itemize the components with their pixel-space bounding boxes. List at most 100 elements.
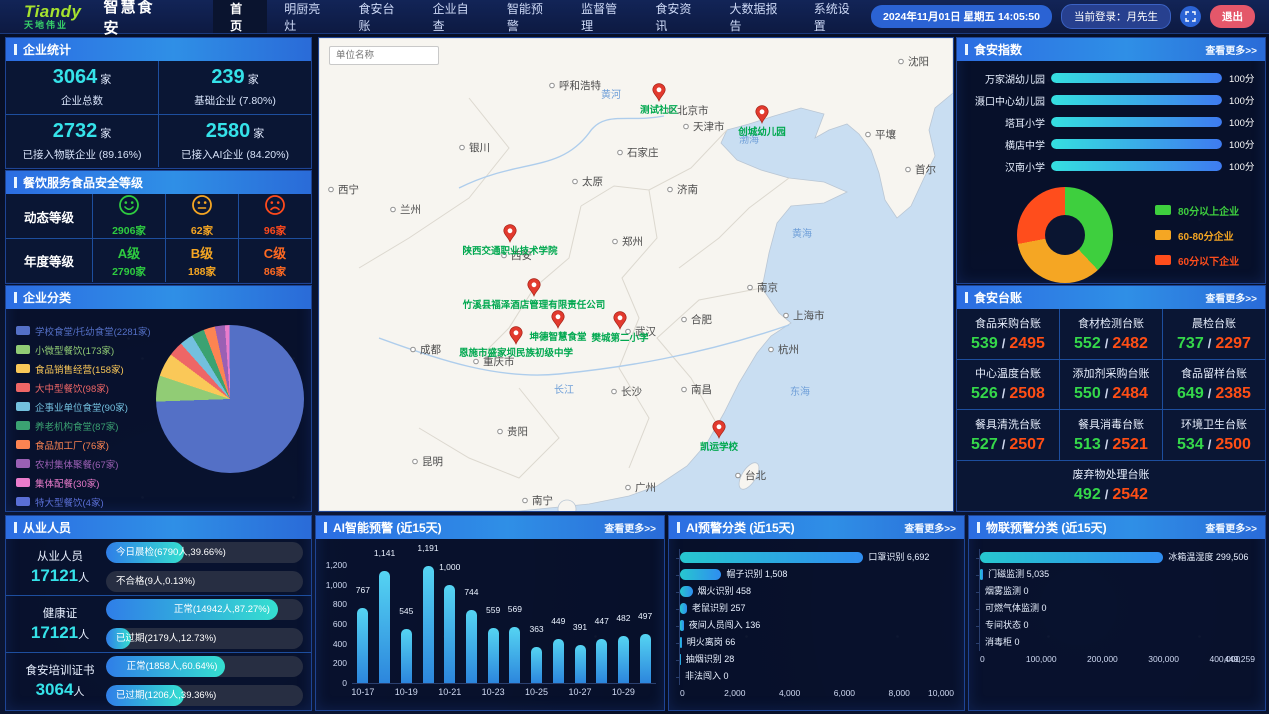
donut-legend-item[interactable]: 60-80分企业 [1155,223,1239,248]
bar-label: 冰箱温湿度 299,506 [1168,552,1249,562]
nav-item-6[interactable]: 监督管理 [581,1,618,33]
facility-pin[interactable]: 陕西交通职业技术学院 [462,224,558,257]
ledger-cell[interactable]: 餐具消毒台账 513/2521 [1060,410,1162,460]
ledger-cell[interactable]: 餐具清洗台账 527/2507 [957,410,1059,460]
legend-item[interactable]: 企事业单位食堂(90家) [16,397,151,416]
facility-pin[interactable]: 樊城第二小学 [590,311,649,344]
stat-value: 2580 家 [205,119,265,142]
ledger-done-count: 526 [971,385,998,403]
nav-item-3[interactable]: 食安台账 [358,1,395,33]
panel-header: 餐饮服务食品安全等级 [6,171,311,194]
location-pin-icon [503,224,517,243]
ledger-cell[interactable]: 废弃物处理台账 492/2542 [957,460,1265,510]
legend-item[interactable]: 食品销售经营(158家) [16,359,151,378]
fullscreen-button[interactable] [1180,6,1201,27]
staff-bar-fill [106,656,226,677]
nav-item-5[interactable]: 智能预警 [506,1,543,33]
facility-pin[interactable]: 坤德智慧食堂 [529,310,587,343]
face-icon-wrap [118,194,140,221]
legend-item[interactable]: 集体配餐(30家) [16,473,151,492]
facility-pin[interactable]: 测试社区 [640,83,679,116]
score-donut-block: 80分以上企业 60-80分企业 60分以下企业 [957,187,1265,283]
enterprise-category-body: 学校食堂/托幼食堂(2281家) 小微型餐饮(173家) 食品销售经营(158家) 大… [6,309,311,510]
category-pie-chart[interactable] [156,325,304,473]
index-row: 塔耳小学 100分 [957,111,1265,133]
facility-pin[interactable]: 创城幼儿园 [737,105,786,138]
legend-item[interactable]: 特大型餐饮(4家) [16,492,151,511]
view-more-link[interactable]: 查看更多>> [1205,46,1257,57]
dynamic-level-cell: 62家 [166,194,238,238]
map-search-input[interactable] [329,46,439,65]
ai-warning-trend-chart: 0 200 400 600 800 1,000 1,200 767 10-17 1,141 545 1… [316,539,664,709]
ledger-separator: / [1104,386,1109,402]
panel-title: 餐饮服务食品安全等级 [14,174,143,191]
ledger-cell[interactable]: 环境卫生台账 534/2500 [1163,410,1265,460]
nav-item-1[interactable]: 首页 [213,0,268,33]
ledger-numbers: 649/2385 [1177,385,1251,403]
ledger-done-count: 527 [971,435,998,453]
nav-item-2[interactable]: 明厨亮灶 [284,1,321,33]
score-donut-chart[interactable] [1017,187,1113,283]
stat-label: 已接入AI企业 (84.20%) [181,148,289,161]
pin-dot [656,87,662,93]
ledger-total-count: 2521 [1112,435,1148,453]
nav-item-8[interactable]: 大数据报告 [729,1,778,33]
donut-legend-item[interactable]: 80分以上企业 [1155,198,1239,223]
view-more-link[interactable]: 查看更多>> [604,524,656,535]
svg-text:郑州: 郑州 [622,235,643,248]
legend-item[interactable]: 大中型餐饮(98家) [16,378,151,397]
dynamic-level-label: 动态等级 [6,194,92,238]
hbar-row: 夜间人员闯入 136 [676,617,954,634]
dynamic-level-cell: 2906家 [93,194,165,238]
legend-item[interactable]: 养老机构食堂(87家) [16,416,151,435]
bar [574,644,586,683]
ledger-cell[interactable]: 食品采购台账 539/2495 [957,309,1059,359]
logout-button[interactable]: 退出 [1210,5,1255,28]
legend-label: 农村集体聚餐(67家) [35,459,119,471]
legend-item[interactable]: 小微型餐饮(173家) [16,340,151,359]
panel-food-safety-index: 食安指数 查看更多>> 万家湖幼儿园 100分 滠口中心幼儿园 100分 塔耳小学 100… [956,37,1266,284]
bar-label: 门磁监测 5,035 [988,569,1050,579]
face-icon-wrap [191,194,213,221]
ledger-total-count: 2500 [1215,435,1251,453]
topbar-controls: 2024年11月01日 星期五 14:05:50 当前登录：月先生 退出 [870,4,1255,29]
ledger-cell[interactable]: 食品留样台账 649/2385 [1163,359,1265,409]
legend-swatch [16,440,30,449]
nav-item-9[interactable]: 系统设置 [813,1,850,33]
view-more-link[interactable]: 查看更多>> [1205,294,1257,305]
svg-text:合肥: 合肥 [691,313,712,326]
panel-title: 企业统计 [14,41,71,58]
city-marker: 南京 [747,281,778,294]
view-more-link[interactable]: 查看更多>> [1205,524,1257,535]
legend-item[interactable]: 学校食堂/托幼食堂(2281家) [16,321,151,340]
staff-count-unit: 人 [78,629,90,641]
ledger-cell[interactable]: 食材检测台账 552/2482 [1060,309,1162,359]
ledger-cell[interactable]: 中心温度台账 526/2508 [957,359,1059,409]
legend-item[interactable]: 食品加工厂(76家) [16,435,151,454]
panel-title: 食安指数 [965,41,1022,58]
facility-pin[interactable]: 恩施市盛家坝民族初级中学 [459,326,574,359]
province-border [358,97,510,269]
staff-group-count: 17121人 [30,566,90,585]
facility-pin[interactable]: 凯运学校 [700,420,739,453]
bar-label: 老鼠识别 257 [692,603,746,613]
svg-text:济南: 济南 [677,183,698,196]
ledger-cell[interactable]: 添加剂采购台账 550/2484 [1060,359,1162,409]
panel-header: 从业人员 [6,516,311,539]
legend-swatch [1155,255,1171,265]
view-more-link[interactable]: 查看更多>> [904,524,956,535]
panel-header: 企业分类 [6,286,311,309]
legend-item[interactable]: 农村集体聚餐(67家) [16,454,151,473]
staff-bar-label: 已过期(2179人,12.73%) [116,633,217,644]
ledger-cell[interactable]: 晨检台账 737/2297 [1163,309,1265,359]
nav-item-4[interactable]: 企业自查 [432,1,469,33]
legend-label: 60分以下企业 [1178,256,1240,268]
index-score: 100分 [1229,96,1255,107]
donut-legend-item[interactable]: 60分以下企业 [1155,248,1239,273]
svg-text:南昌: 南昌 [691,383,712,396]
city-marker: 西安 [501,249,532,262]
nav-item-7[interactable]: 食安资讯 [655,1,692,33]
facility-pin[interactable]: 竹溪县福泽酒店管理有限责任公司 [462,278,606,311]
